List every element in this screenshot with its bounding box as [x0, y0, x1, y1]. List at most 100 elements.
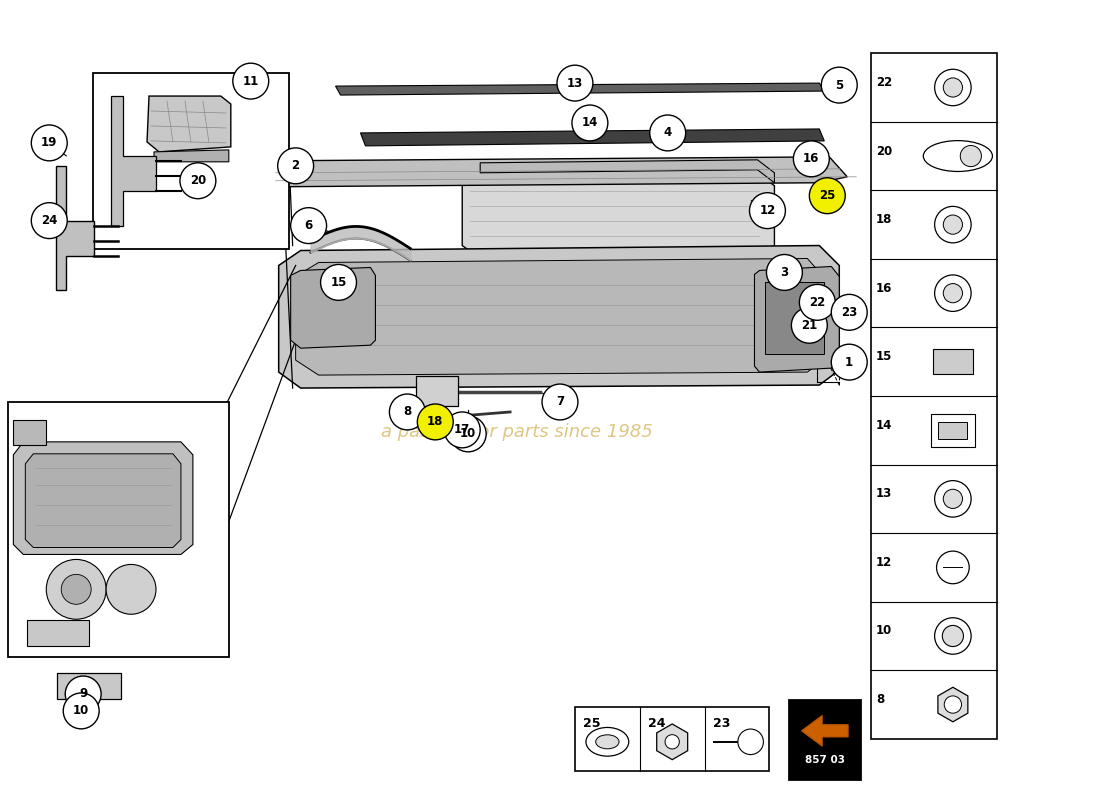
Polygon shape [755, 266, 839, 372]
Circle shape [666, 734, 680, 749]
Polygon shape [296, 258, 823, 375]
Circle shape [944, 696, 961, 713]
Circle shape [320, 265, 356, 300]
Polygon shape [154, 150, 229, 162]
Text: 25: 25 [820, 190, 836, 202]
FancyBboxPatch shape [933, 350, 974, 374]
Circle shape [935, 481, 971, 517]
FancyBboxPatch shape [790, 700, 860, 779]
Polygon shape [481, 160, 774, 182]
Circle shape [290, 208, 327, 243]
FancyBboxPatch shape [871, 54, 997, 739]
Circle shape [444, 412, 481, 448]
Polygon shape [336, 83, 824, 95]
Circle shape [572, 105, 608, 141]
FancyBboxPatch shape [931, 414, 975, 446]
Circle shape [389, 394, 426, 430]
Text: europ: europ [373, 293, 662, 379]
Text: 9: 9 [79, 687, 87, 701]
Text: 21: 21 [801, 318, 817, 332]
Circle shape [749, 193, 785, 229]
Circle shape [935, 275, 971, 311]
Circle shape [936, 551, 969, 584]
Text: 4: 4 [663, 126, 672, 139]
Text: 20: 20 [877, 145, 892, 158]
Text: 5: 5 [835, 78, 844, 91]
Text: 16: 16 [877, 282, 892, 294]
Text: 7: 7 [556, 395, 564, 409]
Text: 11: 11 [243, 74, 258, 88]
Circle shape [46, 559, 106, 619]
Text: 10: 10 [877, 625, 892, 638]
FancyBboxPatch shape [766, 282, 824, 354]
Circle shape [557, 65, 593, 101]
Circle shape [810, 178, 845, 214]
Text: 24: 24 [41, 214, 57, 227]
Polygon shape [802, 715, 848, 746]
Circle shape [650, 115, 685, 151]
Circle shape [822, 67, 857, 103]
FancyBboxPatch shape [94, 73, 288, 249]
Polygon shape [278, 246, 839, 388]
Text: 10: 10 [73, 705, 89, 718]
Text: 13: 13 [566, 77, 583, 90]
Circle shape [935, 206, 971, 243]
Ellipse shape [923, 141, 992, 171]
Polygon shape [258, 157, 847, 186]
Circle shape [832, 344, 867, 380]
Text: 20: 20 [190, 174, 206, 187]
Circle shape [63, 693, 99, 729]
Circle shape [935, 70, 971, 106]
Text: 2: 2 [292, 159, 299, 172]
FancyBboxPatch shape [938, 422, 967, 439]
Circle shape [944, 78, 962, 97]
Text: 16: 16 [803, 152, 820, 166]
Circle shape [767, 254, 802, 290]
Text: 6: 6 [305, 219, 312, 232]
Text: 23: 23 [713, 717, 730, 730]
Text: 10: 10 [460, 427, 476, 440]
Text: 13: 13 [877, 487, 892, 500]
Circle shape [832, 294, 867, 330]
Ellipse shape [596, 734, 619, 749]
Circle shape [935, 618, 971, 654]
FancyBboxPatch shape [416, 376, 459, 406]
Text: 15: 15 [330, 276, 346, 289]
Text: 3: 3 [780, 266, 789, 279]
Text: 19: 19 [41, 136, 57, 150]
Circle shape [738, 729, 763, 754]
Polygon shape [361, 129, 824, 146]
Text: 857 03: 857 03 [805, 755, 845, 765]
Text: 25: 25 [583, 717, 601, 730]
Polygon shape [56, 166, 95, 290]
Circle shape [62, 574, 91, 604]
Circle shape [944, 490, 962, 509]
Text: 14: 14 [877, 419, 892, 432]
FancyBboxPatch shape [9, 402, 229, 657]
Text: 12: 12 [877, 556, 892, 569]
Polygon shape [938, 687, 968, 722]
Polygon shape [657, 724, 688, 760]
Circle shape [793, 141, 829, 177]
Text: 8: 8 [404, 406, 411, 418]
Circle shape [277, 148, 313, 184]
Circle shape [800, 285, 835, 320]
Polygon shape [25, 454, 180, 547]
Text: a passion for parts since 1985: a passion for parts since 1985 [381, 423, 653, 441]
Circle shape [944, 283, 962, 302]
Circle shape [31, 202, 67, 238]
Text: 24: 24 [648, 717, 666, 730]
Circle shape [943, 626, 964, 646]
FancyBboxPatch shape [575, 707, 769, 770]
Text: 22: 22 [877, 76, 892, 89]
Text: 15: 15 [877, 350, 892, 363]
Polygon shape [147, 96, 231, 152]
Circle shape [791, 307, 827, 343]
Text: 8: 8 [877, 693, 884, 706]
Text: 22: 22 [810, 296, 825, 309]
Text: 23: 23 [842, 306, 857, 319]
Polygon shape [290, 267, 375, 348]
Circle shape [417, 404, 453, 440]
Polygon shape [111, 96, 156, 226]
Circle shape [944, 215, 962, 234]
